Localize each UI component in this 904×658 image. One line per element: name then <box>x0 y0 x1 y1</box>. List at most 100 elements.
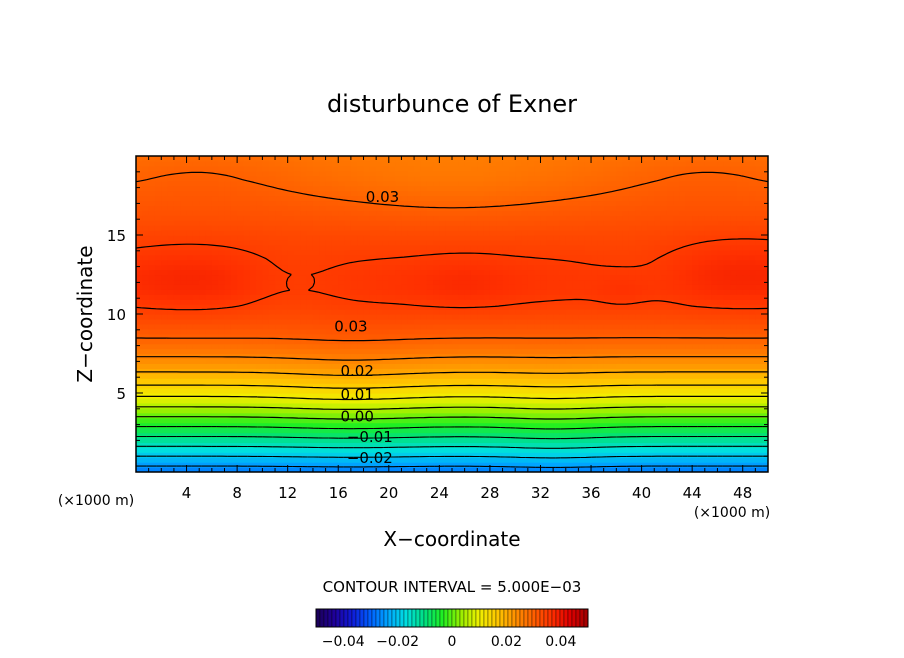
y-axis-label: Z−coordinate <box>73 245 97 382</box>
colorbar-swatch <box>440 609 444 627</box>
colorbar-swatch <box>396 609 400 627</box>
colorbar-swatch <box>484 609 488 627</box>
x-axis-label: X−coordinate <box>383 527 520 551</box>
colorbar-tick-label: 0.04 <box>545 634 576 650</box>
colorbar-tick-label: −0.04 <box>322 634 365 650</box>
contour-label: 0.03 <box>334 318 367 336</box>
colorbar-swatch <box>544 609 548 627</box>
colorbar-swatch <box>472 609 476 627</box>
x-tick-label: 44 <box>683 484 702 502</box>
x-tick-label: 32 <box>531 484 550 502</box>
colorbar-swatch <box>428 609 432 627</box>
colorbar-swatch <box>348 609 352 627</box>
colorbar-swatch <box>420 609 424 627</box>
colorbar-tick-label: 0.02 <box>491 634 522 650</box>
colorbar-swatch <box>568 609 572 627</box>
contour-label: 0.03 <box>366 188 399 206</box>
colorbar-swatch <box>408 609 412 627</box>
colorbar-swatch <box>320 609 324 627</box>
y-tick-label: 15 <box>107 227 126 245</box>
colorbar-swatch <box>372 609 376 627</box>
colorbar-swatch <box>376 609 380 627</box>
colorbar-swatch <box>548 609 552 627</box>
colorbar-swatch <box>576 609 580 627</box>
colorbar-swatch <box>404 609 408 627</box>
x-tick-label: 48 <box>733 484 752 502</box>
colorbar-swatch <box>520 609 524 627</box>
colorbar-swatch <box>412 609 416 627</box>
colorbar-swatch <box>388 609 392 627</box>
chart-title: disturbunce of Exner <box>327 90 577 118</box>
x-tick-label: 28 <box>480 484 499 502</box>
colorbar-swatch <box>500 609 504 627</box>
colorbar-tick-labels: −0.04 −0.02 0 0.02 0.04 <box>322 634 577 650</box>
colorbar-swatch <box>336 609 340 627</box>
colorbar-swatch <box>316 609 320 627</box>
colorbar-swatch <box>464 609 468 627</box>
colorbar-swatch <box>392 609 396 627</box>
colorbar-swatch <box>536 609 540 627</box>
colorbar-swatch <box>460 609 464 627</box>
colorbar-swatch <box>344 609 348 627</box>
contour-label: −0.02 <box>347 449 393 467</box>
contour-label: 0.02 <box>340 362 373 380</box>
colorbar-tick-label: 0 <box>448 634 457 650</box>
colorbar-swatch <box>476 609 480 627</box>
colorbar-swatch <box>352 609 356 627</box>
colorbar-swatch <box>360 609 364 627</box>
colorbar-swatch <box>488 609 492 627</box>
colorbar-swatch <box>432 609 436 627</box>
colorbar-swatch <box>552 609 556 627</box>
colorbar-swatch <box>480 609 484 627</box>
x-tick-label: 20 <box>379 484 398 502</box>
contour-label: 0.00 <box>340 408 373 426</box>
colorbar-swatch <box>368 609 372 627</box>
colorbar-swatch <box>560 609 564 627</box>
x-tick-label: 12 <box>278 484 297 502</box>
colorbar-swatch <box>492 609 496 627</box>
colorbar-swatch <box>332 609 336 627</box>
colorbar-swatch <box>364 609 368 627</box>
colorbar-swatch <box>564 609 568 627</box>
shaded-field <box>136 156 769 473</box>
colorbar-swatch <box>436 609 440 627</box>
contour-label: 0.01 <box>340 386 373 404</box>
colorbar-swatch <box>424 609 428 627</box>
colorbar-swatch <box>540 609 544 627</box>
colorbar-swatch <box>580 609 584 627</box>
colorbar-swatch <box>384 609 388 627</box>
colorbar-swatch <box>524 609 528 627</box>
y-tick-label: 10 <box>107 306 126 324</box>
colorbar-swatch <box>512 609 516 627</box>
colorbar-swatch <box>400 609 404 627</box>
colorbar-swatch <box>340 609 344 627</box>
x-tick-label: 36 <box>581 484 600 502</box>
contour-label: −0.01 <box>347 428 393 446</box>
x-tick-label: 24 <box>430 484 449 502</box>
colorbar-swatch <box>328 609 332 627</box>
colorbar-tick-label: −0.02 <box>376 634 419 650</box>
colorbar-swatch <box>452 609 456 627</box>
colorbar-swatch <box>448 609 452 627</box>
colorbar-swatch <box>468 609 472 627</box>
colorbar-swatch <box>532 609 536 627</box>
colorbar-swatch <box>324 609 328 627</box>
colorbar-swatch <box>504 609 508 627</box>
colorbar-swatch <box>508 609 512 627</box>
colorbar <box>316 609 588 627</box>
colorbar-swatch <box>556 609 560 627</box>
y-tick-label: 5 <box>116 385 126 403</box>
colorbar-swatch <box>356 609 360 627</box>
x-unit-left: (×1000 m) <box>58 493 134 509</box>
colorbar-swatch <box>380 609 384 627</box>
x-tick-label: 40 <box>632 484 651 502</box>
colorbar-swatch <box>496 609 500 627</box>
x-tick-label: 4 <box>182 484 192 502</box>
colorbar-swatch <box>416 609 420 627</box>
x-unit-right: (×1000 m) <box>694 505 770 521</box>
contour-interval-label: CONTOUR INTERVAL = 5.000E−03 <box>323 578 582 596</box>
colorbar-swatch <box>528 609 532 627</box>
colorbar-swatch <box>516 609 520 627</box>
